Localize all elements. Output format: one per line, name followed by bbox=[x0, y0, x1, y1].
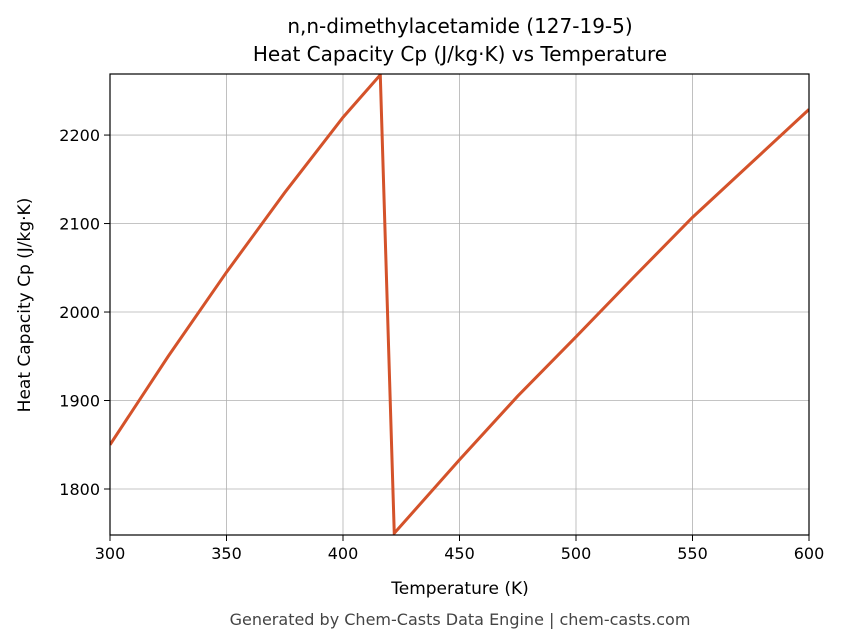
axes: 300 350 400 450 500 550 600 1800 1900 2000 2100 220… bbox=[59, 126, 824, 563]
y-tick-label: 2100 bbox=[59, 215, 100, 234]
y-tick-label: 2200 bbox=[59, 126, 100, 145]
plot bbox=[110, 74, 809, 535]
x-tick-label: 300 bbox=[95, 544, 126, 563]
x-axis-label: Temperature (K) bbox=[390, 579, 529, 599]
data-line bbox=[110, 74, 809, 535]
y-tick-label: 1900 bbox=[59, 392, 100, 411]
chart-subtitle: Heat Capacity Cp (J/kg·K) vs Temperature bbox=[253, 42, 667, 66]
x-tick-label: 500 bbox=[561, 544, 592, 563]
y-axis-label: Heat Capacity Cp (J/kg·K) bbox=[15, 198, 35, 413]
x-tick-label: 450 bbox=[444, 544, 475, 563]
y-tick-label: 1800 bbox=[59, 480, 100, 499]
chart-title: n,n-dimethylacetamide (127-19-5) bbox=[287, 14, 632, 38]
footer: Generated by Chem-Casts Data Engine | ch… bbox=[230, 610, 691, 629]
y-tick-label: 2000 bbox=[59, 303, 100, 322]
x-tick-label: 550 bbox=[677, 544, 708, 563]
x-tick-label: 350 bbox=[211, 544, 242, 563]
x-tick-label: 400 bbox=[328, 544, 359, 563]
x-tick-label: 600 bbox=[794, 544, 825, 563]
grid bbox=[109, 74, 810, 535]
